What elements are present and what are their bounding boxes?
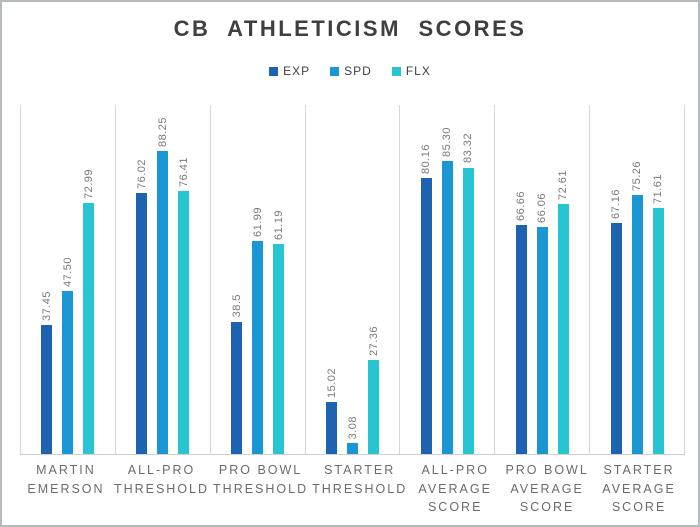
bar-value-label: 67.16 bbox=[610, 189, 623, 220]
bar-exp bbox=[420, 178, 432, 454]
bar-flx bbox=[83, 203, 95, 454]
bar-spd bbox=[441, 160, 453, 454]
category-label: PRO BOWL THRESHOLD bbox=[213, 463, 309, 496]
bar-value-label: 66.06 bbox=[536, 192, 549, 223]
bar-wrap: 76.41 bbox=[178, 105, 190, 454]
bar-wrap: 61.99 bbox=[252, 105, 264, 454]
bar-flx bbox=[652, 207, 664, 454]
bar-value-label: 61.19 bbox=[272, 209, 285, 240]
category-label: STARTER THRESHOLD bbox=[312, 463, 408, 496]
legend-label: FLX bbox=[405, 64, 431, 78]
legend-label: EXP bbox=[283, 64, 311, 78]
category-label: STARTER AVERAGE SCORE bbox=[602, 463, 676, 514]
bar-exp bbox=[326, 402, 337, 454]
bar-group: 76.02 88.25 76.41 bbox=[114, 105, 210, 454]
chart-title: CB ATHLETICISM SCORES bbox=[173, 16, 527, 41]
bar-exp bbox=[41, 325, 53, 454]
category-axis: MARTIN EMERSON ALL-PRO THRESHOLD PRO BOWL … bbox=[20, 461, 685, 517]
bar-group: 38.5 61.99 61.19 bbox=[209, 105, 305, 454]
plot-area: 37.45 47.50 72.99 76.02 88.25 76.41 38.5 61.99 6… bbox=[20, 105, 686, 455]
category-label: ALL-PRO THRESHOLD bbox=[113, 463, 210, 496]
legend-item-exp: EXP bbox=[269, 65, 310, 77]
bar-spd bbox=[252, 240, 264, 454]
legend: EXP SPD FLX bbox=[2, 64, 698, 78]
bar-flx bbox=[273, 243, 285, 454]
bar-exp bbox=[515, 224, 527, 454]
bar-flx bbox=[368, 359, 379, 454]
bar-wrap: 61.19 bbox=[273, 105, 285, 454]
bar-wrap: 83.32 bbox=[462, 105, 474, 454]
legend-item-flx: FLX bbox=[391, 64, 431, 78]
bar-value-label: 66.66 bbox=[515, 190, 528, 221]
bar-value-label: 80.16 bbox=[420, 144, 433, 175]
bar-wrap: 72.61 bbox=[557, 105, 569, 454]
category-label: MARTIN EMERSON bbox=[27, 463, 105, 496]
bar-spd bbox=[347, 443, 358, 454]
bar-wrap: 72.99 bbox=[83, 105, 95, 454]
bar-value-label: 72.99 bbox=[82, 169, 95, 200]
bar-value-label: 71.61 bbox=[652, 173, 665, 204]
legend-swatch-icon bbox=[269, 66, 279, 76]
bar-wrap: 15.02 bbox=[326, 105, 338, 454]
bar-value-label: 72.61 bbox=[557, 170, 570, 201]
bar-flx bbox=[557, 204, 569, 454]
category-label: PRO BOWL AVERAGE SCORE bbox=[505, 463, 589, 514]
bar-spd bbox=[157, 150, 169, 454]
bar-wrap: 71.61 bbox=[652, 105, 664, 454]
bar-value-label: 61.99 bbox=[251, 206, 264, 237]
bar-wrap: 75.26 bbox=[631, 105, 643, 454]
bar-group: 37.45 47.50 72.99 bbox=[20, 105, 115, 454]
legend-swatch-icon bbox=[330, 66, 340, 76]
bar-value-label: 27.36 bbox=[367, 325, 380, 356]
bar-value-label: 83.32 bbox=[462, 133, 475, 164]
bar-value-label: 15.02 bbox=[325, 368, 338, 399]
bar-value-label: 47.50 bbox=[61, 256, 74, 287]
bar-value-label: 76.02 bbox=[135, 158, 148, 189]
bar-wrap: 66.06 bbox=[536, 105, 548, 454]
legend-item-spd: SPD bbox=[330, 65, 372, 77]
bar-flx bbox=[178, 191, 190, 454]
bar-value-label: 3.08 bbox=[346, 416, 359, 440]
bar-wrap: 88.25 bbox=[157, 105, 169, 454]
bar-wrap: 76.02 bbox=[136, 105, 148, 454]
bar-exp bbox=[610, 223, 622, 454]
bar-group: 80.16 85.30 83.32 bbox=[399, 105, 494, 454]
bar-wrap: 47.50 bbox=[62, 105, 74, 454]
bar-wrap: 67.16 bbox=[610, 105, 622, 454]
bar-value-label: 75.26 bbox=[631, 161, 644, 192]
bar-wrap: 3.08 bbox=[347, 105, 359, 454]
bar-wrap: 37.45 bbox=[41, 105, 53, 454]
category-label: ALL-PRO AVERAGE SCORE bbox=[418, 463, 492, 514]
bar-spd bbox=[62, 290, 74, 454]
bar-value-label: 76.41 bbox=[177, 157, 190, 188]
bar-group: 15.02 3.08 27.36 bbox=[304, 105, 400, 454]
bar-wrap: 38.5 bbox=[231, 105, 243, 454]
legend-label: SPD bbox=[344, 64, 372, 78]
bar-exp bbox=[136, 192, 148, 454]
bar-group: 67.16 75.26 71.61 bbox=[589, 105, 686, 454]
bar-group: 66.66 66.06 72.61 bbox=[494, 105, 589, 454]
bar-wrap: 85.30 bbox=[441, 105, 453, 454]
bar-value-label: 38.5 bbox=[230, 294, 243, 318]
bar-flx bbox=[462, 167, 474, 454]
bar-value-label: 88.25 bbox=[156, 116, 169, 147]
bar-value-label: 85.30 bbox=[441, 126, 454, 157]
bar-exp bbox=[231, 321, 243, 454]
legend-swatch-icon bbox=[391, 66, 401, 76]
bar-wrap: 66.66 bbox=[515, 105, 527, 454]
bar-spd bbox=[631, 195, 643, 454]
bar-spd bbox=[536, 226, 548, 454]
bar-wrap: 80.16 bbox=[420, 105, 432, 454]
bar-value-label: 37.45 bbox=[40, 291, 53, 322]
bar-wrap: 27.36 bbox=[368, 105, 380, 454]
